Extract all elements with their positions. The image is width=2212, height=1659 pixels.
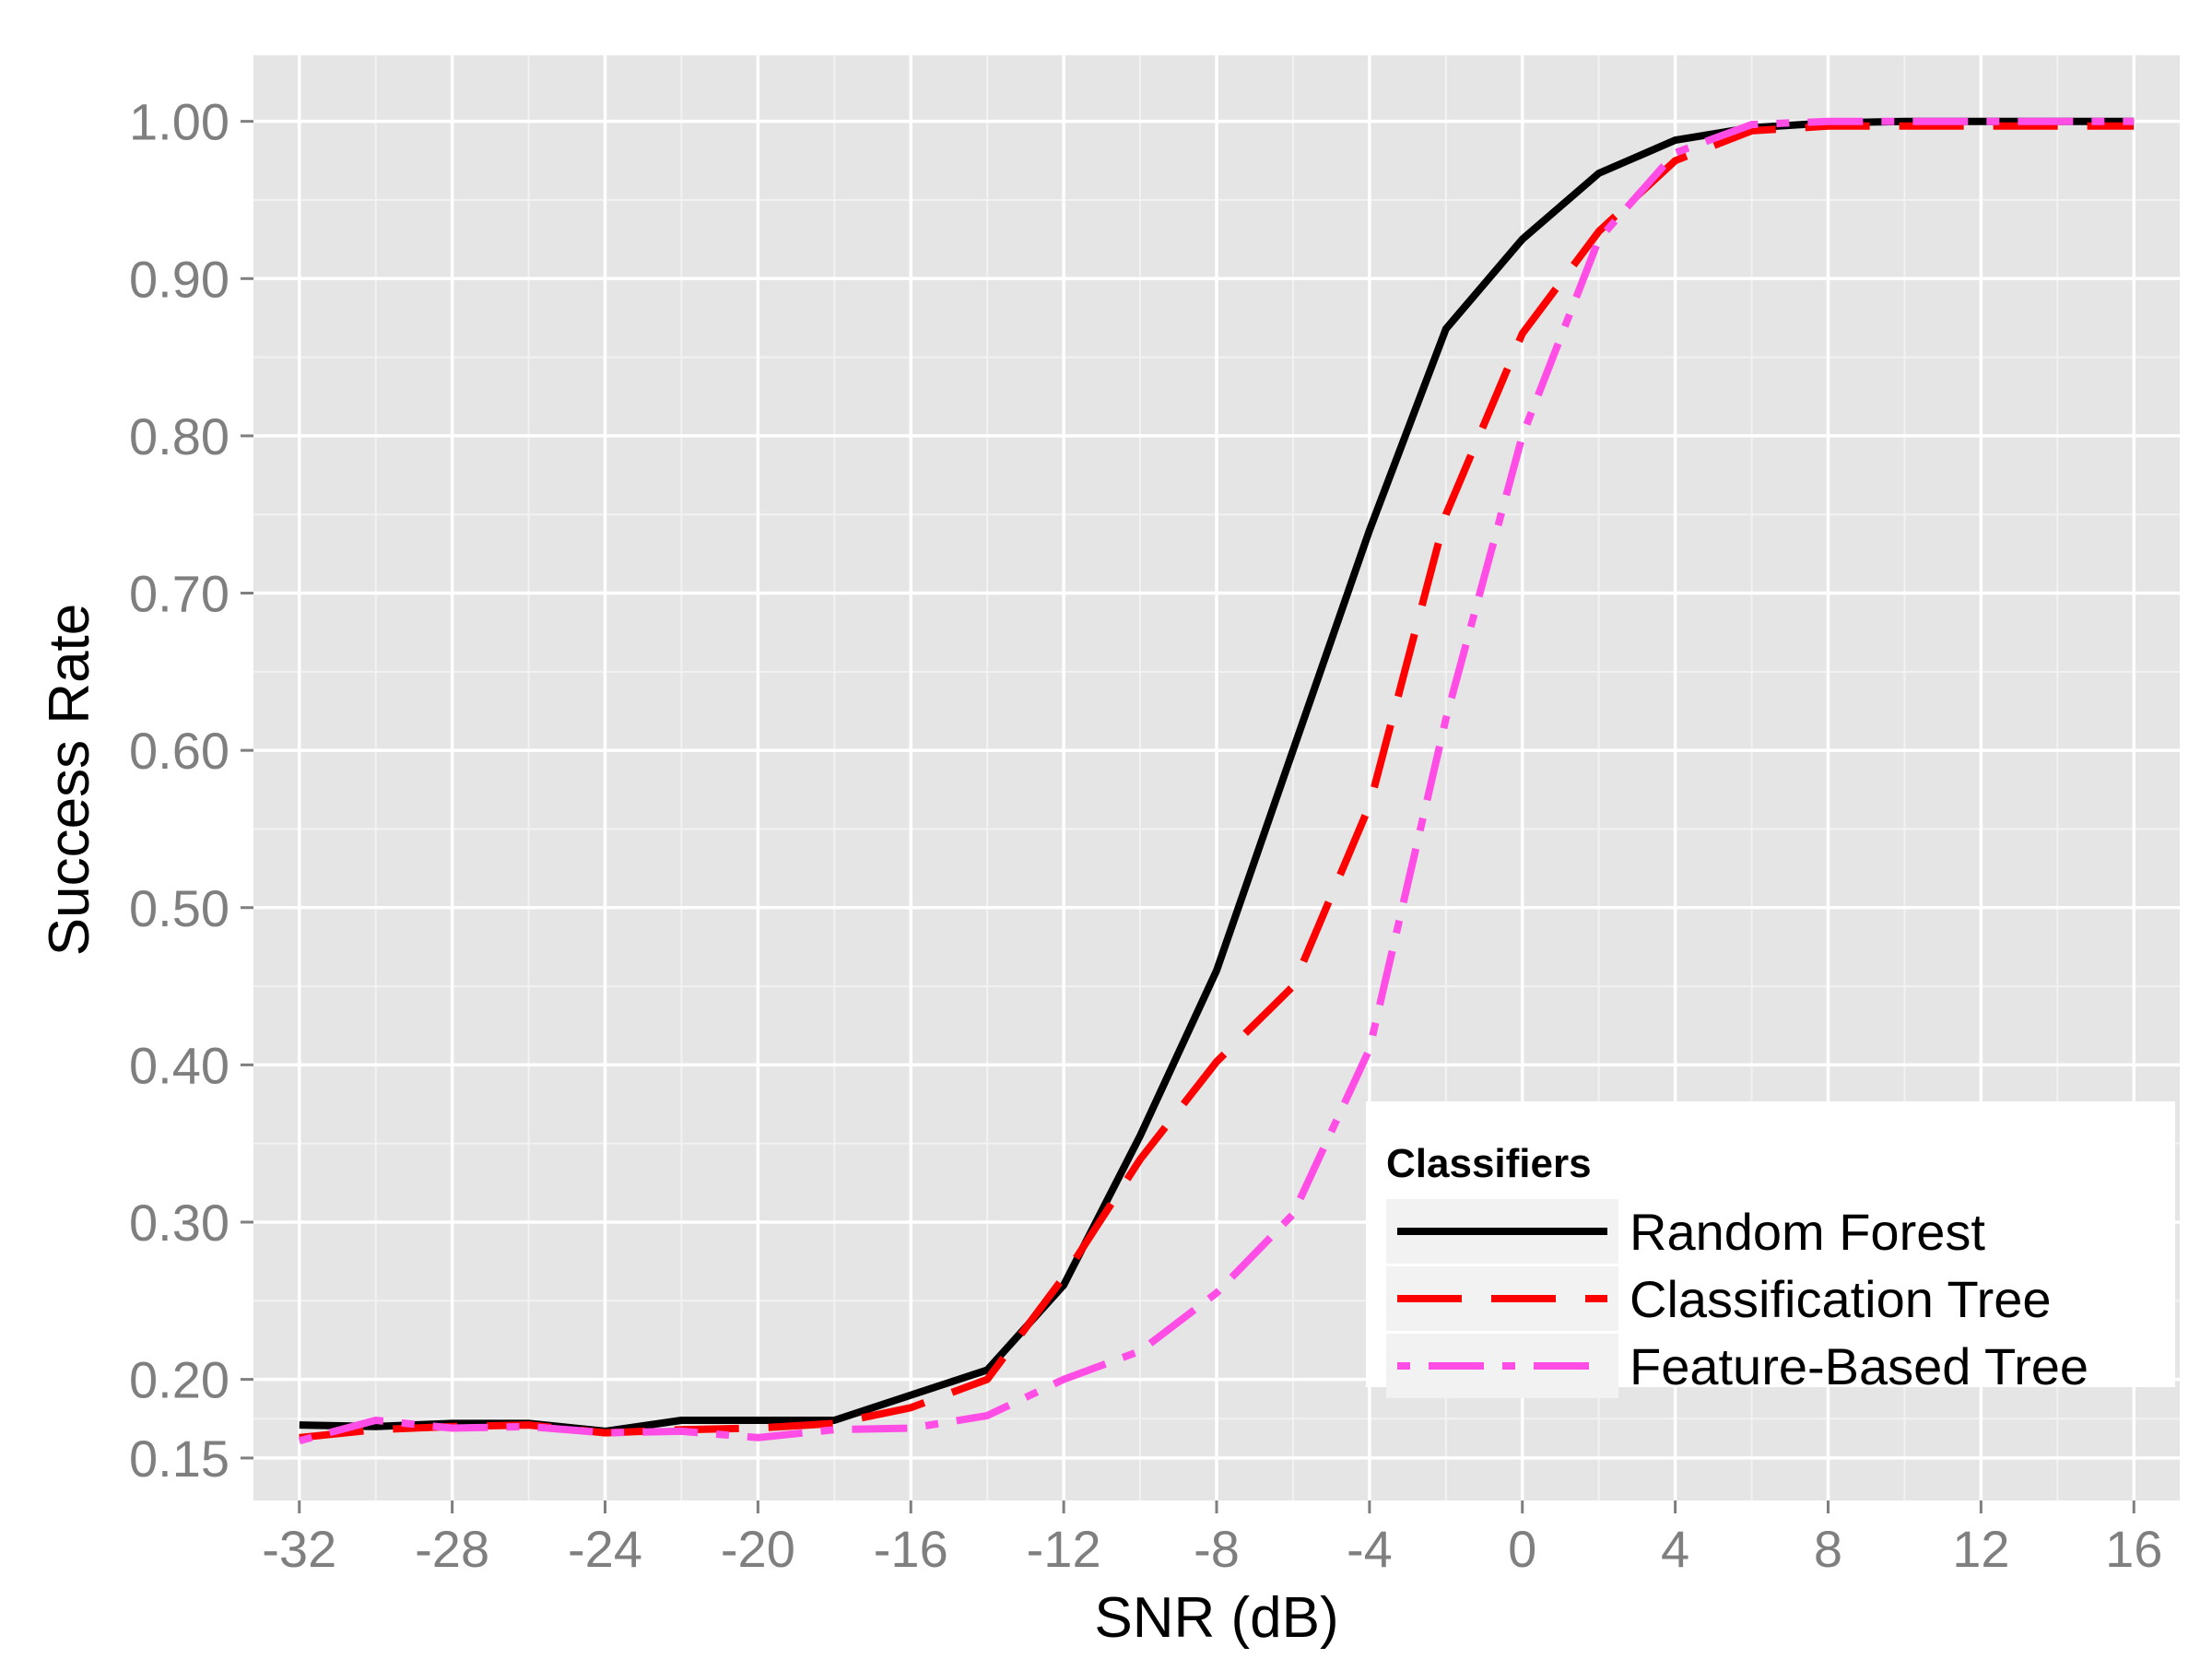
y-tick-labels: 0.15 0.20 0.30 0.40 0.50 0.60 0.70 0.80 0.90 1.00 [129, 93, 229, 1488]
x-tick-label: -32 [262, 1520, 336, 1578]
legend-label-feature-based-tree: Feature-Based Tree [1630, 1337, 2088, 1395]
x-tick-label: -28 [415, 1520, 489, 1578]
y-tick-label: 0.80 [129, 407, 229, 465]
y-tick-label: 1.00 [129, 93, 229, 151]
series-line-feature-based-tree [298, 117, 2135, 1445]
y-tick-label: 0.15 [129, 1430, 229, 1488]
x-tick-label: 16 [2105, 1520, 2162, 1578]
y-axis-title: Success Rate [38, 604, 101, 957]
legend-label-random-forest: Random Forest [1630, 1203, 1985, 1261]
legend: Classifiers Random Forest Classification … [1366, 1101, 2175, 1398]
x-tick-label: -20 [721, 1520, 795, 1578]
y-tick-label: 0.40 [129, 1036, 229, 1094]
y-tick-label: 0.30 [129, 1194, 229, 1252]
x-tick-label: 4 [1661, 1520, 1689, 1578]
x-tick-label: 8 [1814, 1520, 1842, 1578]
x-tick-label: -16 [874, 1520, 948, 1578]
series-line-classification-tree [299, 122, 2135, 1441]
x-tick-label: -8 [1194, 1520, 1240, 1578]
legend-title: Classifiers [1386, 1141, 1592, 1186]
y-tick-label: 0.20 [129, 1351, 229, 1409]
x-tick-label: 0 [1508, 1520, 1536, 1578]
y-tick-label: 0.70 [129, 565, 229, 623]
legend-items: Random Forest Classification Tree Feature-… [1386, 1199, 2088, 1398]
x-tick-label: -12 [1027, 1520, 1101, 1578]
x-tick-label: 12 [1952, 1520, 2009, 1578]
axis-ticks [241, 120, 2136, 1513]
series-layer [298, 117, 2135, 1445]
x-axis-title: SNR (dB) [1094, 1586, 1338, 1650]
x-tick-labels: -32 -28 -24 -20 -16 -12 -8 -4 0 4 8 12 16 [262, 1520, 2162, 1578]
y-tick-label: 0.50 [129, 879, 229, 937]
y-tick-label: 0.60 [129, 722, 229, 780]
legend-label-classification-tree: Classification Tree [1630, 1270, 2052, 1328]
x-tick-label: -24 [568, 1520, 642, 1578]
y-tick-label: 0.90 [129, 250, 229, 308]
x-tick-label: -4 [1347, 1520, 1393, 1578]
